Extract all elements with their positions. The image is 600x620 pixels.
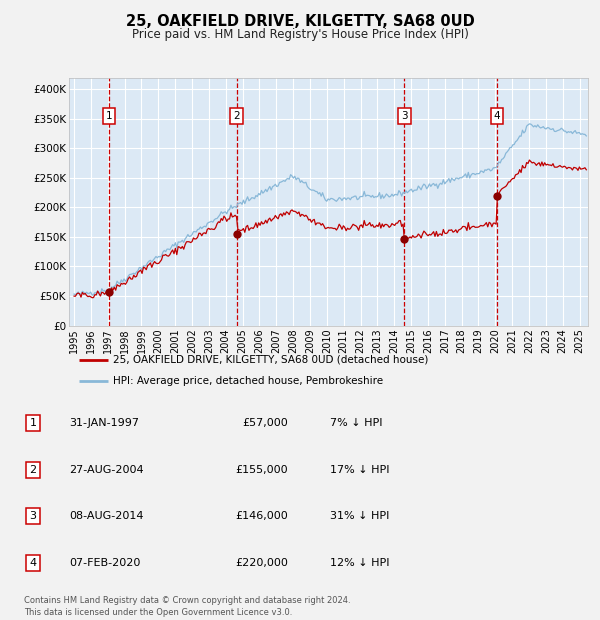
Text: £146,000: £146,000 — [235, 511, 288, 521]
Text: 17% ↓ HPI: 17% ↓ HPI — [330, 464, 389, 475]
Text: 1: 1 — [106, 111, 112, 121]
Text: 3: 3 — [29, 511, 37, 521]
Text: 08-AUG-2014: 08-AUG-2014 — [69, 511, 143, 521]
Text: Contains HM Land Registry data © Crown copyright and database right 2024.
This d: Contains HM Land Registry data © Crown c… — [24, 596, 350, 617]
Text: 4: 4 — [494, 111, 500, 121]
Text: HPI: Average price, detached house, Pembrokeshire: HPI: Average price, detached house, Pemb… — [113, 376, 383, 386]
Text: 3: 3 — [401, 111, 407, 121]
Text: £155,000: £155,000 — [235, 464, 288, 475]
Text: 4: 4 — [29, 557, 37, 568]
Text: 1: 1 — [29, 418, 37, 428]
Text: £57,000: £57,000 — [242, 418, 288, 428]
Text: 12% ↓ HPI: 12% ↓ HPI — [330, 557, 389, 568]
Text: 31-JAN-1997: 31-JAN-1997 — [69, 418, 139, 428]
Text: 27-AUG-2004: 27-AUG-2004 — [69, 464, 143, 475]
Text: 07-FEB-2020: 07-FEB-2020 — [69, 557, 140, 568]
Text: 2: 2 — [29, 464, 37, 475]
Text: 31% ↓ HPI: 31% ↓ HPI — [330, 511, 389, 521]
Text: 7% ↓ HPI: 7% ↓ HPI — [330, 418, 383, 428]
Text: Price paid vs. HM Land Registry's House Price Index (HPI): Price paid vs. HM Land Registry's House … — [131, 28, 469, 41]
Text: 25, OAKFIELD DRIVE, KILGETTY, SA68 0UD (detached house): 25, OAKFIELD DRIVE, KILGETTY, SA68 0UD (… — [113, 355, 428, 365]
Text: 2: 2 — [233, 111, 240, 121]
Text: £220,000: £220,000 — [235, 557, 288, 568]
Text: 25, OAKFIELD DRIVE, KILGETTY, SA68 0UD: 25, OAKFIELD DRIVE, KILGETTY, SA68 0UD — [125, 14, 475, 29]
